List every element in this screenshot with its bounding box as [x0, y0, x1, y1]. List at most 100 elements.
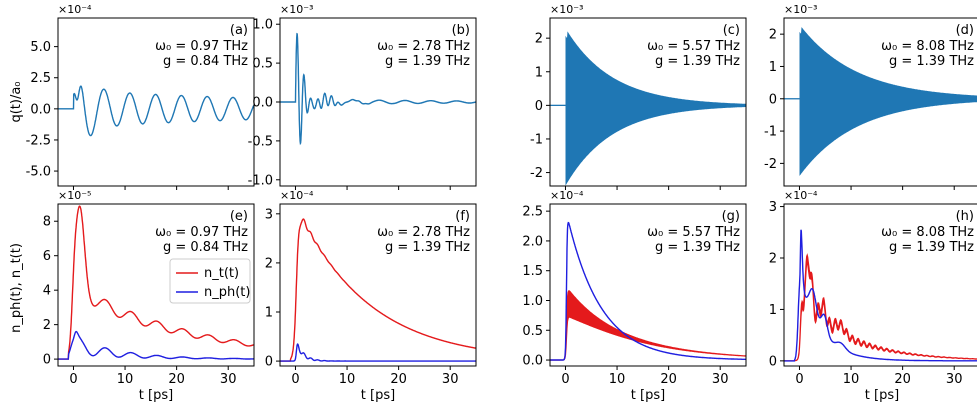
- panel-label: (g): [722, 209, 740, 224]
- omega-annotation: ω₀ = 2.78 THz: [377, 225, 470, 240]
- x-tick-label: 0: [795, 372, 803, 387]
- y-tick-label: 0.0: [252, 96, 273, 111]
- series-npht-h: [784, 229, 977, 362]
- x-tick-label: 10: [117, 372, 134, 387]
- legend: n_t(t) n_ph(t): [169, 258, 251, 304]
- y-tick-label: 2: [769, 252, 777, 267]
- y-tick-label: 0: [769, 354, 777, 369]
- y-tick-label: 0: [265, 355, 273, 370]
- axis-exponent: ×10⁻³: [280, 3, 313, 16]
- series-qt-c: [550, 31, 746, 186]
- y-tick-label: 2.0: [522, 234, 543, 249]
- omega-annotation: ω₀ = 5.57 THz: [647, 39, 740, 54]
- y-tick-label: 3: [265, 207, 273, 222]
- series-npht-g: [550, 221, 746, 361]
- y-tick-label: -1.0: [248, 173, 273, 188]
- y-tick-label: 1: [535, 65, 543, 80]
- y-tick-label: 1: [265, 306, 273, 321]
- panel-b: -1.0 -0.5 0.0 0.5 1.0 ×10⁻³ (b)ω₀ = 2.78 THzg …: [248, 3, 477, 190]
- panel-label: (a): [230, 23, 248, 38]
- omega-annotation: ω₀ = 8.08 THz: [881, 39, 974, 54]
- legend-entry: n_t(t): [204, 266, 239, 281]
- axes-frame: [57, 17, 255, 187]
- y-tick-label: -2: [764, 157, 777, 172]
- axes-frame: [783, 17, 977, 187]
- series-ntt-h: [784, 253, 977, 362]
- panel-label: (d): [956, 23, 974, 38]
- y-tick-label: 1.0: [522, 294, 543, 309]
- y-tick-label: -2: [530, 166, 543, 181]
- top-row-y-label: q(t)/a₀: [9, 81, 24, 122]
- panel-label: (e): [230, 209, 248, 224]
- x-axis-label: t [ps]: [361, 388, 395, 403]
- y-tick-label: 0.5: [252, 57, 273, 72]
- y-tick-label: 2: [769, 28, 777, 43]
- series-qt-d: [784, 27, 977, 176]
- x-tick-label: 10: [339, 372, 356, 387]
- omega-annotation: ω₀ = 8.08 THz: [881, 225, 974, 240]
- panel-label: (f): [455, 209, 470, 224]
- axis-exponent: ×10⁻⁴: [280, 189, 314, 202]
- y-tick-label: 0: [535, 99, 543, 114]
- x-tick-label: 0: [69, 372, 77, 387]
- axes-frame: [549, 17, 747, 187]
- y-tick-label: 2: [43, 318, 51, 333]
- x-tick-label: 20: [390, 372, 407, 387]
- y-tick-label: 0: [769, 92, 777, 107]
- series-qt-a: [58, 85, 254, 137]
- y-tick-label: 1.0: [252, 18, 273, 33]
- g-annotation: g = 0.84 THz: [163, 240, 248, 255]
- x-tick-label: 30: [946, 372, 963, 387]
- g-annotation: g = 1.39 THz: [655, 240, 740, 255]
- g-annotation: g = 1.39 THz: [385, 54, 470, 69]
- axes-frame: [549, 203, 747, 367]
- legend-entry: n_ph(t): [204, 285, 250, 300]
- series-ntt-f: [280, 218, 476, 362]
- y-tick-label: 0.0: [522, 354, 543, 369]
- axis-exponent: ×10⁻⁵: [58, 189, 91, 202]
- series-npht-f: [280, 343, 476, 362]
- x-tick-label: 20: [660, 372, 677, 387]
- x-tick-label: 0: [291, 372, 299, 387]
- y-tick-label: 1.5: [522, 264, 543, 279]
- y-tick-label: -5.0: [26, 165, 51, 180]
- x-axis-label: t [ps]: [139, 388, 173, 403]
- y-tick-label: -1: [530, 132, 543, 147]
- x-tick-label: 30: [220, 372, 237, 387]
- g-annotation: g = 1.39 THz: [889, 240, 974, 255]
- omega-annotation: ω₀ = 5.57 THz: [647, 225, 740, 240]
- y-tick-label: 6: [43, 249, 51, 264]
- axes-frame: [279, 203, 477, 367]
- panel-a: -5.0 -2.5 0.0 2.5 5.0 ×10⁻⁴ (a)ω₀ = 0.97 THzg …: [26, 3, 255, 190]
- axis-exponent: ×10⁻³: [550, 3, 583, 16]
- panel-g: 0.0 0.5 1.0 1.5 2.0 2.5 0 10 20 30 t [ps] ×10⁻⁴ (g)ω…: [522, 189, 747, 403]
- g-annotation: g = 1.39 THz: [385, 240, 470, 255]
- omega-annotation: ω₀ = 0.97 THz: [155, 39, 248, 54]
- y-tick-label: -0.5: [248, 134, 273, 149]
- x-tick-label: 30: [712, 372, 729, 387]
- x-tick-label: 0: [561, 372, 569, 387]
- axes-frame: [783, 203, 977, 367]
- x-tick-label: 30: [442, 372, 459, 387]
- y-tick-label: -1: [764, 125, 777, 140]
- omega-annotation: ω₀ = 2.78 THz: [377, 39, 470, 54]
- x-axis-label: t [ps]: [631, 388, 665, 403]
- y-tick-label: 5.0: [30, 40, 51, 55]
- y-tick-label: 2.5: [30, 71, 51, 86]
- y-tick-label: 8: [43, 215, 51, 230]
- y-tick-label: 3: [769, 200, 777, 215]
- g-annotation: g = 1.39 THz: [655, 54, 740, 69]
- x-axis-label: t [ps]: [865, 388, 899, 403]
- omega-annotation: ω₀ = 0.97 THz: [155, 225, 248, 240]
- bottom-row-y-label: n_ph(t), n_t(t): [9, 243, 24, 333]
- y-tick-label: 0.0: [30, 102, 51, 117]
- y-tick-label: 1: [769, 60, 777, 75]
- x-tick-label: 10: [609, 372, 626, 387]
- y-tick-label: 0.5: [522, 324, 543, 339]
- panel-label: (b): [452, 23, 470, 38]
- y-tick-label: -2.5: [26, 133, 51, 148]
